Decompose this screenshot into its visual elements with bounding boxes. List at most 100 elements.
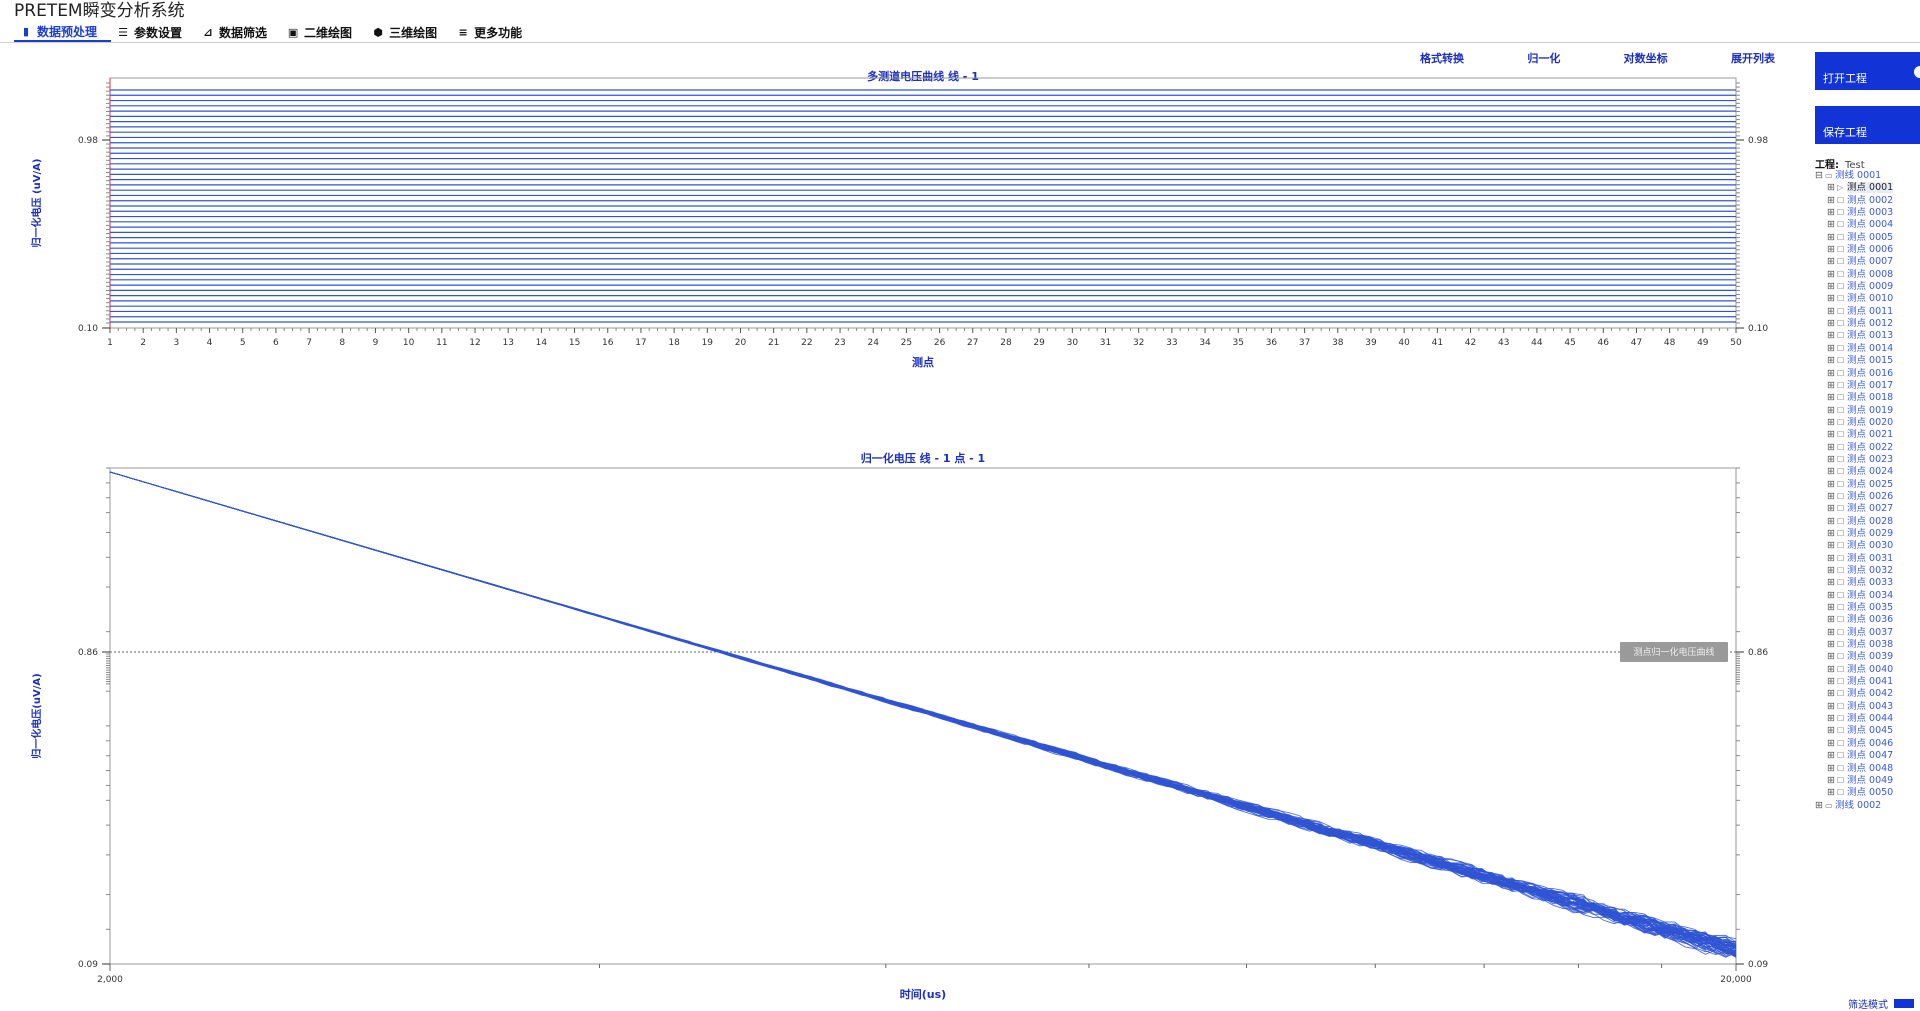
normalize-button[interactable]: 归一化 xyxy=(1527,52,1561,65)
tree-point-26[interactable]: ⊞ ☐ 测点 0026 xyxy=(1815,491,1920,503)
tree-point-6[interactable]: ⊞ ☐ 测点 0006 xyxy=(1815,244,1920,256)
expand-toggle-icon[interactable]: ⊞ xyxy=(1827,639,1835,651)
tree-point-29[interactable]: ⊞ ☐ 测点 0029 xyxy=(1815,528,1920,540)
checkbox-icon[interactable]: ☐ xyxy=(1837,479,1845,489)
checkbox-icon[interactable]: ☐ xyxy=(1837,356,1845,366)
tree-point-5[interactable]: ⊞ ☐ 测点 0005 xyxy=(1815,232,1920,244)
tree-point-38[interactable]: ⊞ ☐ 测点 0038 xyxy=(1815,639,1920,651)
expand-toggle-icon[interactable]: ⊞ xyxy=(1827,515,1835,527)
expand-toggle-icon[interactable]: ⊞ xyxy=(1827,676,1835,688)
expand-toggle-icon[interactable]: ⊞ xyxy=(1827,194,1835,206)
expand-toggle-icon[interactable]: ⊞ xyxy=(1827,602,1835,614)
expand-toggle-icon[interactable]: ⊞ xyxy=(1827,219,1835,231)
expand-toggle-icon[interactable]: ⊞ xyxy=(1827,552,1835,564)
checkbox-icon[interactable]: ☐ xyxy=(1837,615,1845,625)
tree-point-24[interactable]: ⊞ ☐ 测点 0024 xyxy=(1815,466,1920,478)
tree-point-25[interactable]: ⊞ ☐ 测点 0025 xyxy=(1815,479,1920,491)
checkbox-icon[interactable]: ☐ xyxy=(1837,652,1845,662)
checkbox-icon[interactable]: ☐ xyxy=(1837,689,1845,699)
tree-point-35[interactable]: ⊞ ☐ 测点 0035 xyxy=(1815,602,1920,614)
expand-toggle-icon[interactable]: ⊞ xyxy=(1827,663,1835,675)
tree-point-20[interactable]: ⊞ ☐ 测点 0020 xyxy=(1815,417,1920,429)
multichannel-voltage-chart[interactable]: 多测道电压曲线 线 - 11 2 3 4 5 6 7 8 9 10 11 12 13 14 15 16 17 18… xyxy=(0,68,1790,448)
tree-point-12[interactable]: ⊞ ☐ 测点 0012 xyxy=(1815,318,1920,330)
expand-toggle-icon[interactable]: ⊞ xyxy=(1827,392,1835,404)
expand-toggle-icon[interactable]: ⊞ xyxy=(1827,441,1835,453)
checkbox-icon[interactable]: ☐ xyxy=(1837,788,1845,798)
tree-point-45[interactable]: ⊞ ☐ 测点 0045 xyxy=(1815,725,1920,737)
log-coords-button[interactable]: 对数坐标 xyxy=(1623,52,1668,65)
checkbox-icon[interactable]: ☐ xyxy=(1837,208,1845,218)
menu-item-6[interactable]: ≡ 更多功能 xyxy=(451,22,536,42)
tree-point-3[interactable]: ⊞ ☐ 测点 0003 xyxy=(1815,207,1920,219)
tree-point-28[interactable]: ⊞ ☐ 测点 0028 xyxy=(1815,516,1920,528)
expand-toggle-icon[interactable]: ⊞ xyxy=(1827,182,1835,194)
expand-toggle-icon[interactable]: ⊞ xyxy=(1827,256,1835,268)
checkbox-icon[interactable]: ☐ xyxy=(1837,528,1845,538)
tree-point-1[interactable]: ⊞ ▷ 测点 0001 xyxy=(1815,182,1920,194)
tree-point-8[interactable]: ⊞ ☐ 测点 0008 xyxy=(1815,269,1920,281)
checkbox-icon[interactable]: ☐ xyxy=(1837,553,1845,563)
expand-toggle-icon[interactable]: ⊞ xyxy=(1827,330,1835,342)
tree-point-13[interactable]: ⊞ ☐ 测点 0013 xyxy=(1815,330,1920,342)
checkbox-icon[interactable]: ☐ xyxy=(1837,714,1845,724)
expand-toggle-icon[interactable]: ⊞ xyxy=(1827,293,1835,305)
tree-point-32[interactable]: ⊞ ☐ 测点 0032 xyxy=(1815,565,1920,577)
expand-toggle-icon[interactable]: ⊞ xyxy=(1827,453,1835,465)
expand-toggle-icon[interactable]: ⊞ xyxy=(1827,540,1835,552)
tree-point-44[interactable]: ⊞ ☐ 测点 0044 xyxy=(1815,713,1920,725)
format-convert-button[interactable]: 格式转换 xyxy=(1420,52,1464,65)
checkbox-icon[interactable]: ☐ xyxy=(1837,417,1845,427)
menu-item-2[interactable]: ☰ 参数设置 xyxy=(111,22,196,42)
checkbox-icon[interactable]: ☐ xyxy=(1837,627,1845,637)
tree-point-43[interactable]: ⊞ ☐ 测点 0043 xyxy=(1815,701,1920,713)
checkbox-icon[interactable]: ☐ xyxy=(1837,504,1845,514)
tree-point-49[interactable]: ⊞ ☐ 测点 0049 xyxy=(1815,775,1920,787)
expand-toggle-icon[interactable]: ⊞ xyxy=(1827,614,1835,626)
tree-point-34[interactable]: ⊞ ☐ 测点 0034 xyxy=(1815,590,1920,602)
checkbox-icon[interactable]: ☐ xyxy=(1837,393,1845,403)
expand-toggle-icon[interactable]: ⊞ xyxy=(1827,762,1835,774)
tree-point-22[interactable]: ⊞ ☐ 测点 0022 xyxy=(1815,442,1920,454)
checkbox-icon[interactable]: ☐ xyxy=(1837,442,1845,452)
tree-point-17[interactable]: ⊞ ☐ 测点 0017 xyxy=(1815,380,1920,392)
checkbox-icon[interactable]: ☐ xyxy=(1837,726,1845,736)
expand-toggle-icon[interactable]: ⊞ xyxy=(1827,281,1835,293)
tree-point-11[interactable]: ⊞ ☐ 测点 0011 xyxy=(1815,306,1920,318)
tree-point-10[interactable]: ⊞ ☐ 测点 0010 xyxy=(1815,293,1920,305)
expand-toggle-icon[interactable]: ⊞ xyxy=(1827,416,1835,428)
checkbox-icon[interactable]: ☐ xyxy=(1837,282,1845,292)
tree-point-21[interactable]: ⊞ ☐ 测点 0021 xyxy=(1815,429,1920,441)
tree-point-40[interactable]: ⊞ ☐ 测点 0040 xyxy=(1815,664,1920,676)
filter-mode[interactable]: 筛选模式 xyxy=(1848,996,1914,1011)
expand-toggle-icon[interactable]: ⊞ xyxy=(1827,713,1835,725)
expand-toggle-icon[interactable]: ⊞ xyxy=(1827,750,1835,762)
checkbox-icon[interactable]: ☐ xyxy=(1837,319,1845,329)
checkbox-icon[interactable]: ☐ xyxy=(1837,454,1845,464)
tree-point-9[interactable]: ⊞ ☐ 测点 0009 xyxy=(1815,281,1920,293)
expand-toggle-icon[interactable]: ⊞ xyxy=(1827,725,1835,737)
tree-point-50[interactable]: ⊞ ☐ 测点 0050 xyxy=(1815,787,1920,799)
checkbox-icon[interactable]: ☐ xyxy=(1837,578,1845,588)
expand-toggle-icon[interactable]: ⊞ xyxy=(1827,688,1835,700)
checkbox-icon[interactable]: ☐ xyxy=(1837,368,1845,378)
checkbox-icon[interactable]: ▭ xyxy=(1825,800,1833,810)
checkbox-icon[interactable]: ☐ xyxy=(1837,603,1845,613)
checkbox-icon[interactable]: ☐ xyxy=(1837,245,1845,255)
expand-list-button[interactable]: 展开列表 xyxy=(1730,52,1775,65)
checkbox-icon[interactable]: ☐ xyxy=(1837,380,1845,390)
tree-point-14[interactable]: ⊞ ☐ 测点 0014 xyxy=(1815,343,1920,355)
checkbox-icon[interactable]: ☐ xyxy=(1837,343,1845,353)
expand-toggle-icon[interactable]: ⊞ xyxy=(1827,367,1835,379)
expand-toggle-icon[interactable]: ⊞ xyxy=(1827,577,1835,589)
tree-point-46[interactable]: ⊞ ☐ 测点 0046 xyxy=(1815,738,1920,750)
save-project-button[interactable]: 保存工程 xyxy=(1815,106,1920,144)
tree-line-1[interactable]: ⊟ ▭ 测线 0001 xyxy=(1815,170,1920,182)
tree-point-23[interactable]: ⊞ ☐ 测点 0023 xyxy=(1815,454,1920,466)
menu-item-3[interactable]: ⊿ 数据筛选 xyxy=(196,22,281,42)
tree-point-41[interactable]: ⊞ ☐ 测点 0041 xyxy=(1815,676,1920,688)
checkbox-icon[interactable]: ☐ xyxy=(1837,467,1845,477)
filter-mode-swatch[interactable] xyxy=(1894,999,1914,1008)
checkbox-icon[interactable]: ☐ xyxy=(1837,232,1845,242)
expand-toggle-icon[interactable]: ⊞ xyxy=(1827,589,1835,601)
